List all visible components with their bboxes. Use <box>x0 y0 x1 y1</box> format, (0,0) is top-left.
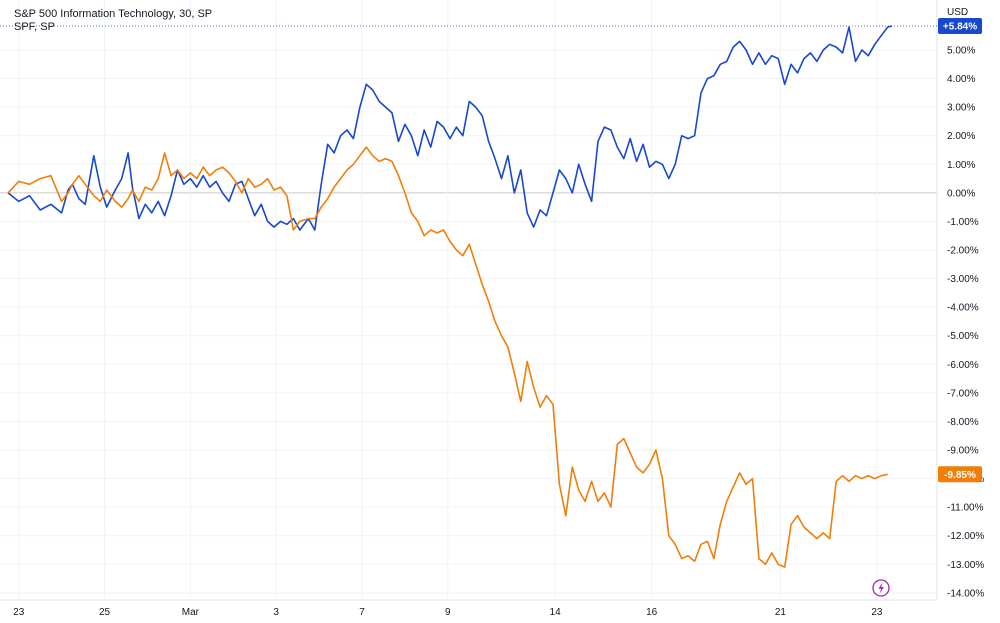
y-tick-label: -8.00% <box>947 417 979 428</box>
x-tick-label: 23 <box>13 607 25 618</box>
y-tick-label: -7.00% <box>947 388 979 399</box>
tag-label: +5.84% <box>943 22 977 33</box>
x-tick-label: 7 <box>359 607 365 618</box>
tags-layer: +5.84% -9.85% <box>938 18 982 483</box>
y-tick-label: -11.00% <box>947 503 984 514</box>
x-tick-label: 9 <box>445 607 451 618</box>
x-tick-label: 25 <box>99 607 111 618</box>
y-tick-label: 1.00% <box>947 160 975 171</box>
y-tick-label: -2.00% <box>947 246 979 257</box>
last-value-tag-sp500-it: +5.84% <box>938 18 982 34</box>
y-tick-label: 5.00% <box>947 46 975 57</box>
legend-entry-spf[interactable]: SPF, SP <box>14 21 55 33</box>
y-tick-label: -12.00% <box>947 531 984 542</box>
x-tick-label: 21 <box>775 607 787 618</box>
last-value-tag-spf: -9.85% <box>938 466 982 483</box>
tag-background <box>938 18 982 34</box>
y-tick-label: 0.00% <box>947 188 975 199</box>
x-tick-label: 16 <box>646 607 658 618</box>
y-tick-label: -9.00% <box>947 446 979 457</box>
y-tick-label: -3.00% <box>947 274 979 285</box>
y-axis[interactable]: 5.00% 4.00% 3.00% 2.00% 1.00% 0.00% -1.00% -2.0… <box>947 46 984 600</box>
y-tick-label: -1.00% <box>947 217 979 228</box>
y-tick-label: -4.00% <box>947 303 979 314</box>
y-tick-label: 2.00% <box>947 131 975 142</box>
y-tick-label: 3.00% <box>947 103 975 114</box>
legend-entry-sp500-it[interactable]: S&P 500 Information Technology, 30, SP <box>14 8 213 20</box>
y-tick-label: 4.00% <box>947 74 975 85</box>
x-tick-label: Mar <box>182 607 200 618</box>
tag-label: -9.85% <box>944 470 976 481</box>
x-axis[interactable]: 23 25 Mar 3 7 9 14 16 21 23 <box>13 607 883 618</box>
x-tick-label: 14 <box>550 607 562 618</box>
y-tick-label: -5.00% <box>947 331 979 342</box>
tag-background <box>938 466 982 483</box>
y-tick-label: -13.00% <box>947 560 984 571</box>
x-tick-label: 3 <box>273 607 279 618</box>
currency-label: USD <box>947 7 968 18</box>
replay-lightning-icon[interactable] <box>872 579 890 597</box>
x-tick-label: 23 <box>871 607 883 618</box>
y-tick-label: -6.00% <box>947 360 979 371</box>
series-line-spf[interactable] <box>7 146 888 568</box>
series-layer <box>0 25 937 568</box>
series-line-sp500-it[interactable] <box>7 25 893 231</box>
y-tick-label: -14.00% <box>947 588 984 599</box>
grid-layer <box>0 0 937 600</box>
legend: S&P 500 Information Technology, 30, SP S… <box>14 8 212 34</box>
